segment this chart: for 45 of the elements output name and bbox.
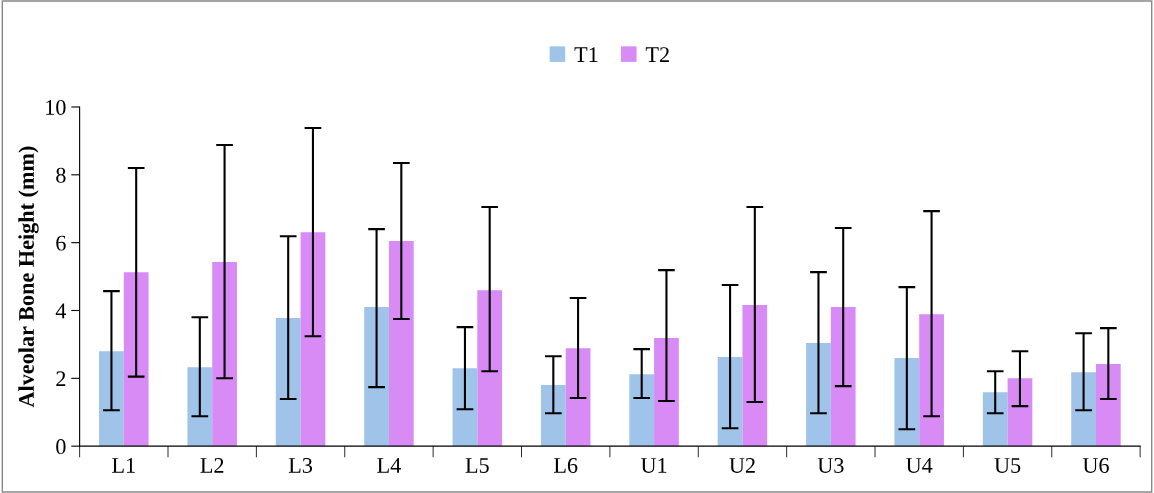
x-tick-label: U2 [729, 457, 755, 473]
bar [123, 272, 149, 447]
x-tick-label: L3 [288, 457, 313, 473]
bar [717, 356, 743, 447]
bar [1095, 364, 1121, 447]
bar [477, 290, 503, 447]
y-tick-label: 6 [56, 235, 66, 251]
x-tick-label: U3 [817, 457, 844, 473]
bar [364, 307, 389, 447]
bar [99, 351, 124, 447]
legend-label: T1 [574, 47, 598, 62]
bar [830, 307, 856, 447]
x-tick-label: L5 [465, 458, 489, 473]
bar [1071, 372, 1096, 447]
x-tick-label: L6 [554, 457, 578, 473]
x-tick-label: L1 [112, 458, 135, 473]
bar [388, 240, 414, 447]
bar [629, 374, 655, 447]
y-tick-label: 2 [56, 371, 66, 387]
x-tick-label: U4 [906, 458, 933, 473]
x-tick-label: L4 [377, 458, 401, 473]
bar [565, 348, 591, 447]
legend-label: T2 [645, 47, 669, 62]
bar [540, 385, 566, 447]
y-tick-label: 4 [55, 303, 67, 319]
bar [894, 357, 920, 447]
bar [212, 261, 237, 447]
y-axis-title: Alveolar Bone Height (mm) [18, 146, 39, 408]
y-tick-label: 0 [56, 439, 66, 455]
bar [806, 343, 831, 447]
bar [919, 314, 944, 447]
bar [982, 392, 1008, 447]
bar [300, 232, 326, 447]
y-tick-label: 10 [46, 99, 66, 115]
bar [1007, 378, 1033, 447]
bar [742, 305, 768, 447]
bar [275, 317, 301, 447]
bar [187, 367, 213, 447]
bar [654, 337, 679, 447]
y-tick-label: 8 [56, 167, 66, 183]
x-tick-label: U6 [1082, 457, 1109, 473]
x-tick-label: U5 [994, 458, 1021, 473]
bar [452, 368, 478, 447]
x-tick-label: U1 [640, 458, 667, 473]
x-tick-label: L2 [200, 457, 224, 473]
